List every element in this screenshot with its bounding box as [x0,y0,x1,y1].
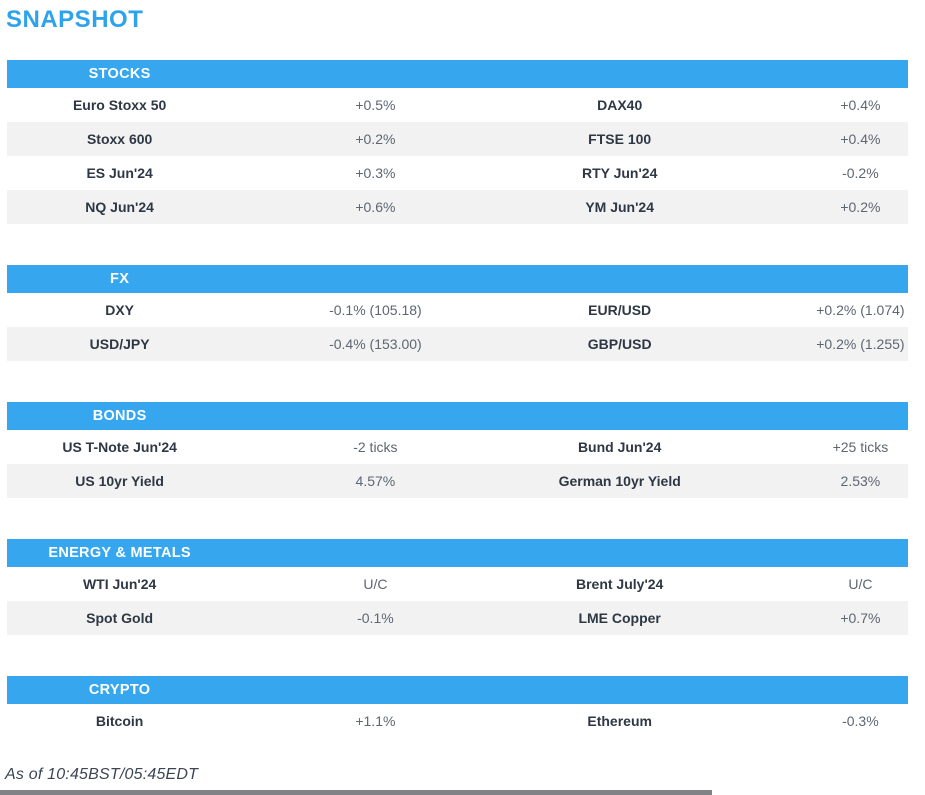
instrument-value: -0.2% [842,165,879,181]
instrument-value: -0.4% (153.00) [329,336,422,352]
section-title: BONDS [92,408,147,424]
instrument-name: NQ Jun'24 [85,199,154,215]
instrument-value: +0.7% [840,610,881,626]
instrument-value: +1.1% [355,713,396,729]
instrument-name: Bitcoin [95,713,144,729]
section-fx: FX DXY -0.1% (105.18) EUR/USD +0.2% (1.0… [7,265,908,361]
market-board: STOCKS Euro Stoxx 50 +0.5% DAX40 +0.4% S… [7,60,908,738]
section-title: CRYPTO [88,682,151,698]
instrument-value: +0.6% [355,199,396,215]
instrument-name: Stoxx 600 [86,131,153,147]
table-row: WTI Jun'24 U/C Brent July'24 U/C [7,567,908,601]
instrument-name: YM Jun'24 [585,199,655,215]
instrument-name: EUR/USD [588,302,652,318]
section-title: ENERGY & METALS [48,545,191,561]
instrument-value: 4.57% [355,473,396,489]
instrument-name: German 10yr Yield [558,473,681,489]
instrument-value: +0.5% [355,97,396,113]
instrument-value: U/C [848,576,873,592]
section-energy-metals: ENERGY & METALS WTI Jun'24 U/C Brent Jul… [7,539,908,635]
instrument-name: GBP/USD [587,336,652,352]
table-row: Spot Gold -0.1% LME Copper +0.7% [7,601,908,635]
instrument-value: -0.1% [357,610,394,626]
table-row: DXY -0.1% (105.18) EUR/USD +0.2% (1.074) [7,293,908,327]
instrument-name: RTY Jun'24 [581,165,658,181]
section-stocks: STOCKS Euro Stoxx 50 +0.5% DAX40 +0.4% S… [7,60,908,224]
instrument-name: Spot Gold [86,610,154,626]
table-row: Euro Stoxx 50 +0.5% DAX40 +0.4% [7,88,908,122]
table-row: Bitcoin +1.1% Ethereum -0.3% [7,704,908,738]
instrument-name: WTI Jun'24 [82,576,157,592]
table-row: NQ Jun'24 +0.6% YM Jun'24 +0.2% [7,190,908,224]
instrument-value: -0.3% [842,713,879,729]
section-bonds: BONDS US T-Note Jun'24 -2 ticks Bund Jun… [7,402,908,498]
instrument-value: +0.4% [840,131,881,147]
section-header-energy-metals: ENERGY & METALS [7,539,908,567]
section-header-bonds: BONDS [7,402,908,430]
section-header-crypto: CRYPTO [7,676,908,704]
section-rows: Euro Stoxx 50 +0.5% DAX40 +0.4% Stoxx 60… [7,88,908,224]
bottom-divider [0,790,712,795]
table-row: US T-Note Jun'24 -2 ticks Bund Jun'24 +2… [7,430,908,464]
section-rows: WTI Jun'24 U/C Brent July'24 U/C Spot Go… [7,567,908,635]
instrument-name: US T-Note Jun'24 [62,439,177,455]
instrument-value: +0.3% [355,165,396,181]
instrument-value: +0.4% [840,97,881,113]
instrument-value: +0.2% (1.074) [816,302,905,318]
instrument-value: 2.53% [840,473,881,489]
instrument-name: Ethereum [587,713,652,729]
instrument-value: +0.2% [355,131,396,147]
page-title: SNAPSHOT [6,6,144,33]
section-rows: DXY -0.1% (105.18) EUR/USD +0.2% (1.074)… [7,293,908,361]
section-crypto: CRYPTO Bitcoin +1.1% Ethereum -0.3% [7,676,908,738]
instrument-name: LME Copper [578,610,661,626]
table-row: US 10yr Yield 4.57% German 10yr Yield 2.… [7,464,908,498]
section-title: STOCKS [88,66,151,82]
section-header-stocks: STOCKS [7,60,908,88]
section-rows: Bitcoin +1.1% Ethereum -0.3% [7,704,908,738]
table-row: USD/JPY -0.4% (153.00) GBP/USD +0.2% (1.… [7,327,908,361]
section-title: FX [110,271,130,287]
instrument-name: US 10yr Yield [75,473,164,489]
instrument-value: -2 ticks [353,439,398,455]
instrument-value: U/C [363,576,388,592]
instrument-value: -0.1% (105.18) [329,302,422,318]
instrument-value: +0.2% (1.255) [816,336,905,352]
instrument-value: +0.2% [840,199,881,215]
timestamp: As of 10:45BST/05:45EDT [5,766,199,783]
instrument-value: +25 ticks [832,439,889,455]
instrument-name: DXY [105,302,135,318]
instrument-name: USD/JPY [89,336,150,352]
section-header-fx: FX [7,265,908,293]
instrument-name: Euro Stoxx 50 [72,97,167,113]
instrument-name: FTSE 100 [588,131,652,147]
instrument-name: Brent July'24 [575,576,664,592]
instrument-name: ES Jun'24 [86,165,153,181]
table-row: Stoxx 600 +0.2% FTSE 100 +0.4% [7,122,908,156]
instrument-name: Bund Jun'24 [577,439,662,455]
instrument-name: DAX40 [597,97,643,113]
section-rows: US T-Note Jun'24 -2 ticks Bund Jun'24 +2… [7,430,908,498]
table-row: ES Jun'24 +0.3% RTY Jun'24 -0.2% [7,156,908,190]
